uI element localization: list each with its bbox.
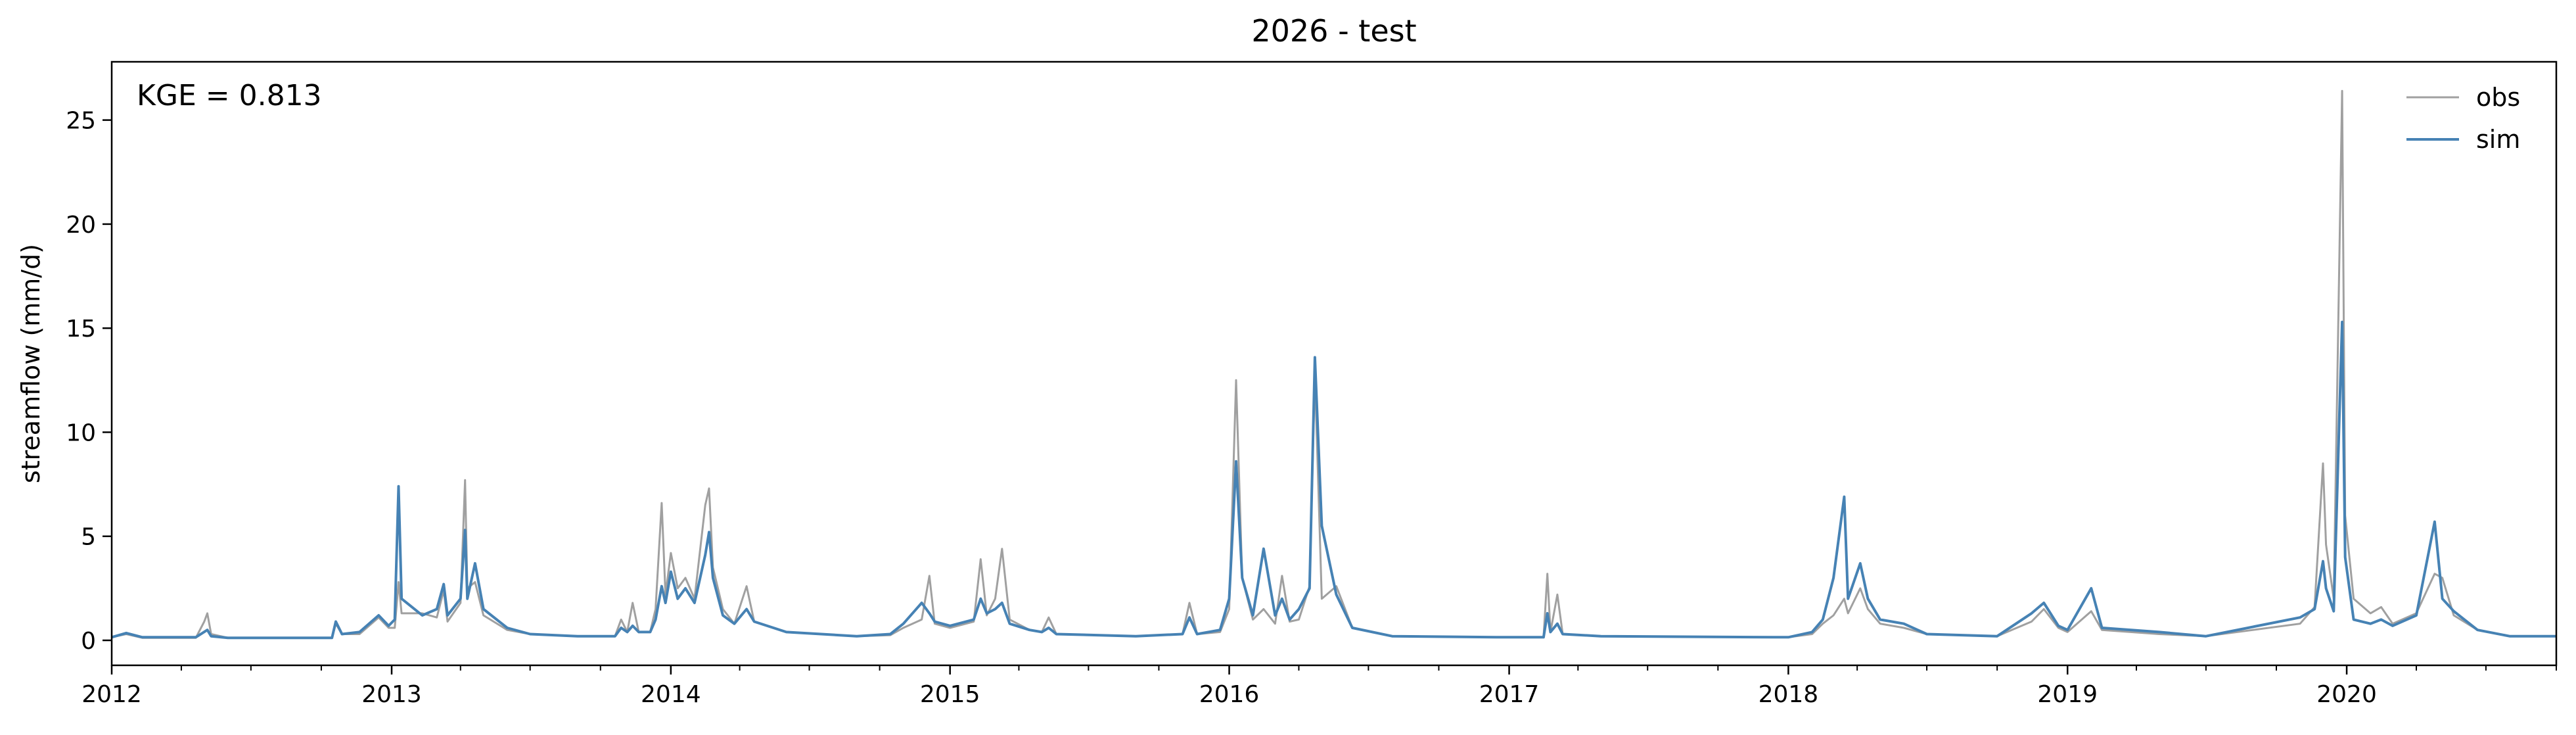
series-line-obs xyxy=(111,89,2556,639)
x-tick-label: 2018 xyxy=(1759,681,1819,708)
x-tick-label: 2017 xyxy=(1479,681,1540,708)
x-tick-label: 2016 xyxy=(1199,681,1260,708)
series-line-sim xyxy=(111,320,2556,640)
y-tick-label: 20 xyxy=(66,212,96,239)
plot-frame xyxy=(110,60,2558,667)
y-tick-label: 5 xyxy=(81,524,96,551)
x-axis: 2012 2013 2014 2015 2016 2017 2018 2019 2020 xyxy=(81,665,2557,708)
legend-label-obs: obs xyxy=(2476,83,2520,112)
y-tick-label: 0 xyxy=(81,628,96,655)
y-tick-label: 10 xyxy=(66,419,96,446)
y-tick-label: 15 xyxy=(66,316,96,343)
chart-title: 2026 - test xyxy=(1251,13,1416,49)
x-tick-label: 2012 xyxy=(81,681,142,708)
x-tick-label: 2015 xyxy=(920,681,980,708)
y-axis: 0 5 10 15 20 25 xyxy=(66,108,112,655)
plot-content xyxy=(111,89,2556,640)
x-tick-label: 2020 xyxy=(2316,681,2377,708)
x-tick-label: 2019 xyxy=(2037,681,2098,708)
x-tick-label: 2013 xyxy=(361,681,422,708)
y-tick-label: 25 xyxy=(66,108,96,135)
y-axis-title: streamflow (mm/d) xyxy=(16,244,45,483)
legend-label-sim: sim xyxy=(2476,125,2520,154)
legend: obs sim xyxy=(2406,83,2520,154)
kge-annotation: KGE = 0.813 xyxy=(137,79,322,112)
x-tick-label: 2014 xyxy=(641,681,701,708)
